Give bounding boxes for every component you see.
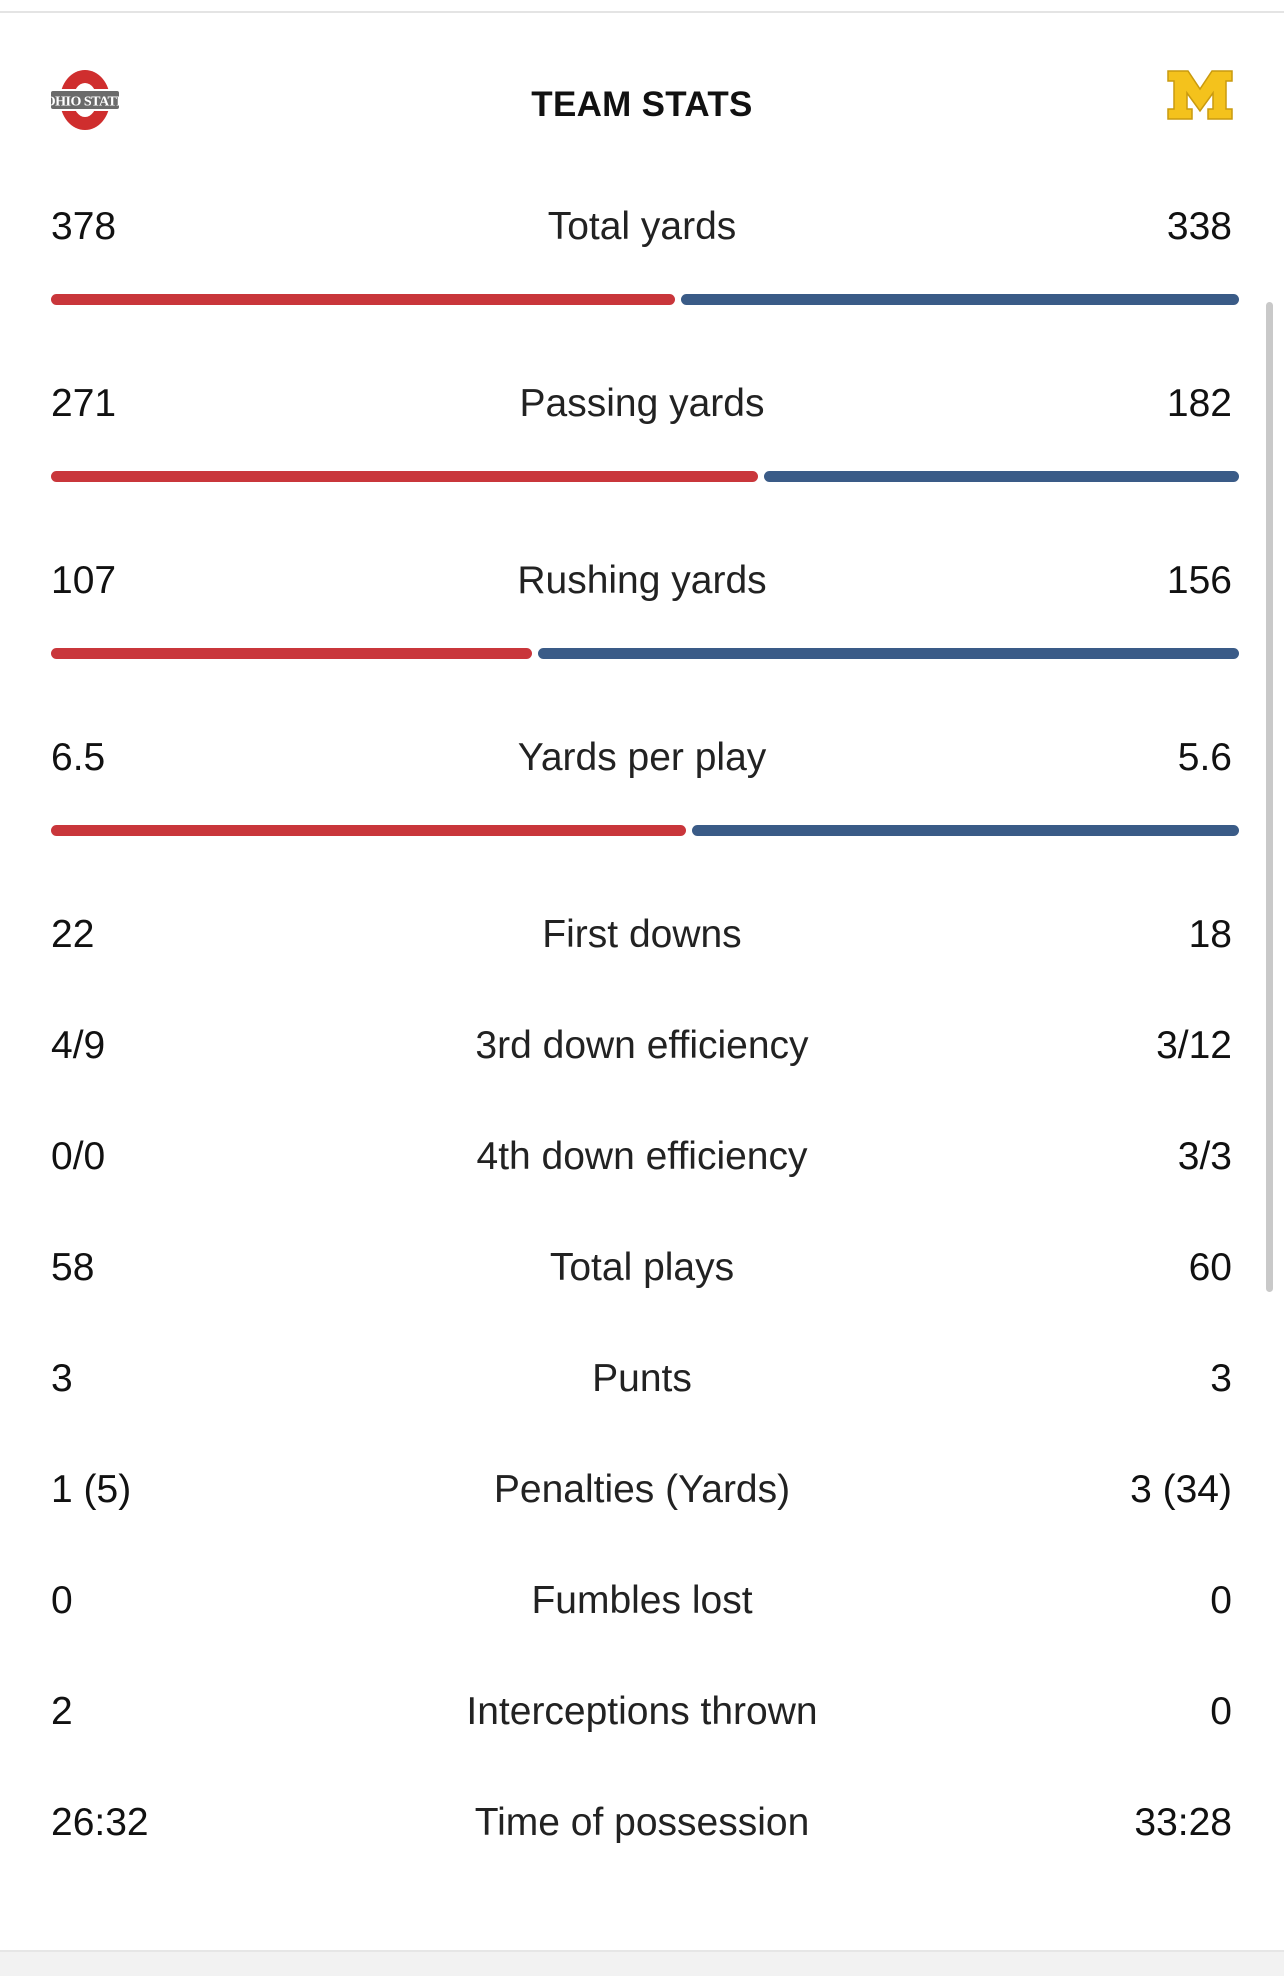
- home-bar-segment: [51, 471, 758, 482]
- away-stat-value: 0: [1210, 1690, 1232, 1733]
- home-stat-value: 107: [51, 559, 117, 602]
- top-divider: [0, 11, 1284, 13]
- away-stat-value: 182: [1166, 382, 1232, 425]
- home-stat-value: 0: [51, 1579, 73, 1622]
- away-stat-value: 3: [1210, 1357, 1232, 1400]
- away-stat-value: 3/3: [1177, 1135, 1232, 1178]
- home-bar-segment: [51, 825, 686, 836]
- svg-text:OHIO STATE: OHIO STATE: [48, 95, 122, 110]
- home-stat-value: 0/0: [51, 1135, 106, 1178]
- away-stat-value: 18: [1188, 913, 1232, 956]
- comparison-bar: [51, 648, 1239, 659]
- stat-label: Interceptions thrown: [466, 1690, 818, 1733]
- scrollbar[interactable]: [1266, 302, 1273, 1292]
- team-stats-header: OHIO STATE TEAM STATS: [0, 55, 1284, 155]
- stat-row: Penalties (Yards) 1 (5) 3 (34): [0, 1460, 1284, 1520]
- stat-row: Yards per play 6.5 5.6: [0, 728, 1284, 788]
- stat-label: Fumbles lost: [531, 1579, 753, 1622]
- stat-row: Time of possession 26:32 33:28: [0, 1793, 1284, 1853]
- home-stat-value: 4/9: [51, 1024, 106, 1067]
- stat-row: Interceptions thrown 2 0: [0, 1682, 1284, 1742]
- away-stat-value: 33:28: [1134, 1801, 1232, 1844]
- away-bar-segment: [764, 471, 1239, 482]
- home-stat-value: 26:32: [51, 1801, 149, 1844]
- home-stat-value: 22: [51, 913, 95, 956]
- stat-label: 4th down efficiency: [476, 1135, 808, 1178]
- stat-row: Punts 3 3: [0, 1349, 1284, 1409]
- ohio-state-logo-icon: OHIO STATE: [48, 70, 122, 130]
- stat-row: Rushing yards 107 156: [0, 551, 1284, 611]
- stat-label: Total plays: [549, 1246, 735, 1289]
- stat-label: Time of possession: [474, 1801, 810, 1844]
- stat-label: Yards per play: [517, 736, 767, 779]
- away-bar-segment: [692, 825, 1239, 836]
- stat-label: First downs: [542, 913, 742, 956]
- stat-row: First downs 22 18: [0, 905, 1284, 965]
- away-stat-value: 338: [1166, 205, 1232, 248]
- stat-row: Passing yards 271 182: [0, 374, 1284, 434]
- home-stat-value: 1 (5): [51, 1468, 132, 1511]
- page-title: TEAM STATS: [531, 85, 753, 124]
- away-stat-value: 5.6: [1177, 736, 1232, 779]
- away-stat-value: 3 (34): [1130, 1468, 1232, 1511]
- away-stat-value: 0: [1210, 1579, 1232, 1622]
- stat-label: Rushing yards: [517, 559, 767, 602]
- away-bar-segment: [681, 294, 1239, 305]
- away-stat-value: 3/12: [1156, 1024, 1232, 1067]
- away-stat-value: 60: [1188, 1246, 1232, 1289]
- stat-label: Penalties (Yards): [493, 1468, 791, 1511]
- home-stat-value: 6.5: [51, 736, 106, 779]
- home-stat-value: 378: [51, 205, 117, 248]
- stat-row: Total yards 378 338: [0, 197, 1284, 257]
- home-stat-value: 271: [51, 382, 117, 425]
- stat-label: Total yards: [547, 205, 737, 248]
- home-stat-value: 58: [51, 1246, 95, 1289]
- stat-label: Passing yards: [519, 382, 765, 425]
- home-stat-value: 3: [51, 1357, 73, 1400]
- away-stat-value: 156: [1166, 559, 1232, 602]
- home-bar-segment: [51, 648, 532, 659]
- stat-row: 4th down efficiency 0/0 3/3: [0, 1127, 1284, 1187]
- stat-row: Total plays 58 60: [0, 1238, 1284, 1298]
- stat-label: 3rd down efficiency: [475, 1024, 809, 1067]
- away-bar-segment: [538, 648, 1239, 659]
- michigan-block-m-logo-icon: [1167, 70, 1233, 120]
- stat-row: 3rd down efficiency 4/9 3/12: [0, 1016, 1284, 1076]
- comparison-bar: [51, 294, 1239, 305]
- stat-label: Punts: [592, 1357, 692, 1400]
- footer-band: [0, 1950, 1284, 1976]
- home-bar-segment: [51, 294, 675, 305]
- comparison-bar: [51, 471, 1239, 482]
- home-stat-value: 2: [51, 1690, 73, 1733]
- stat-row: Fumbles lost 0 0: [0, 1571, 1284, 1631]
- comparison-bar: [51, 825, 1239, 836]
